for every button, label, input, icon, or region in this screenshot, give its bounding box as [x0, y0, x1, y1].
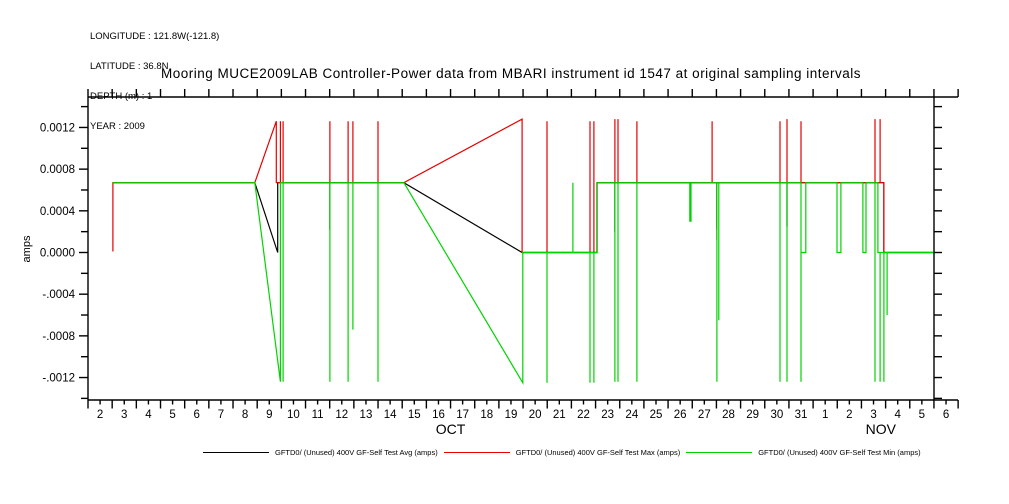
longitude-line: LONGITUDE : 121.8W(-121.8)	[90, 31, 220, 42]
legend: GFTD0/ (Unused) 400V GF-Self Test Avg (a…	[203, 448, 927, 457]
svg-text:3: 3	[121, 409, 127, 421]
svg-text:26: 26	[674, 409, 687, 421]
svg-text:-.0004: -.0004	[42, 289, 75, 301]
svg-text:30: 30	[770, 409, 783, 421]
svg-text:10: 10	[287, 409, 300, 421]
legend-item-max: GFTD0/ (Unused) 400V GF-Self Test Max (a…	[443, 448, 681, 457]
svg-text:3: 3	[870, 409, 876, 421]
legend-label-max: GFTD0/ (Unused) 400V GF-Self Test Max (a…	[515, 448, 681, 457]
svg-text:2: 2	[846, 409, 852, 421]
svg-text:12: 12	[335, 409, 348, 421]
svg-text:0.0000: 0.0000	[40, 248, 75, 260]
year-line: YEAR : 2009	[90, 121, 145, 132]
svg-text:25: 25	[650, 409, 663, 421]
svg-text:0.0012: 0.0012	[40, 122, 75, 134]
svg-text:21: 21	[553, 409, 566, 421]
svg-text:17: 17	[456, 409, 469, 421]
svg-text:6: 6	[943, 409, 949, 421]
svg-text:7: 7	[218, 409, 224, 421]
svg-text:20: 20	[529, 409, 542, 421]
svg-text:0.0004: 0.0004	[40, 206, 76, 218]
svg-text:2: 2	[97, 409, 103, 421]
svg-text:NOV: NOV	[866, 421, 897, 437]
latitude-line: LATITUDE : 36.8N	[90, 61, 169, 72]
legend-label-avg: GFTD0/ (Unused) 400V GF-Self Test Avg (a…	[275, 448, 438, 457]
svg-text:4: 4	[894, 409, 901, 421]
svg-text:8: 8	[242, 409, 248, 421]
legend-item-avg: GFTD0/ (Unused) 400V GF-Self Test Avg (a…	[203, 448, 438, 457]
svg-text:14: 14	[384, 409, 397, 421]
svg-text:-.0012: -.0012	[42, 373, 75, 385]
svg-text:5: 5	[169, 409, 175, 421]
svg-text:29: 29	[746, 409, 759, 421]
svg-text:11: 11	[312, 409, 324, 421]
svg-text:4: 4	[145, 409, 152, 421]
svg-text:5: 5	[919, 409, 925, 421]
svg-text:28: 28	[722, 409, 735, 421]
svg-text:1: 1	[822, 409, 828, 421]
legend-line-max-red	[443, 452, 510, 453]
legend-line-avg-black	[203, 452, 269, 453]
svg-text:27: 27	[698, 409, 711, 421]
svg-text:31: 31	[795, 409, 808, 421]
svg-text:0.0008: 0.0008	[40, 164, 75, 176]
svg-text:19: 19	[505, 409, 518, 421]
svg-text:24: 24	[625, 409, 638, 421]
legend-label-min: GFTD0/ (Unused) 400V GF-Self Test Min (a…	[758, 448, 921, 457]
legend-item-min: GFTD0/ (Unused) 400V GF-Self Test Min (a…	[686, 448, 921, 457]
svg-text:13: 13	[360, 409, 373, 421]
svg-text:9: 9	[266, 409, 272, 421]
svg-text:15: 15	[408, 409, 421, 421]
svg-text:OCT: OCT	[436, 421, 466, 437]
svg-text:16: 16	[432, 409, 445, 421]
svg-text:-.0008: -.0008	[42, 331, 75, 343]
svg-text:6: 6	[194, 409, 200, 421]
legend-line-min-green	[686, 452, 753, 453]
svg-text:22: 22	[577, 409, 590, 421]
svg-text:23: 23	[601, 409, 614, 421]
svg-text:18: 18	[480, 409, 493, 421]
plot-title: Mooring MUCE2009LAB Controller-Power dat…	[160, 66, 862, 81]
